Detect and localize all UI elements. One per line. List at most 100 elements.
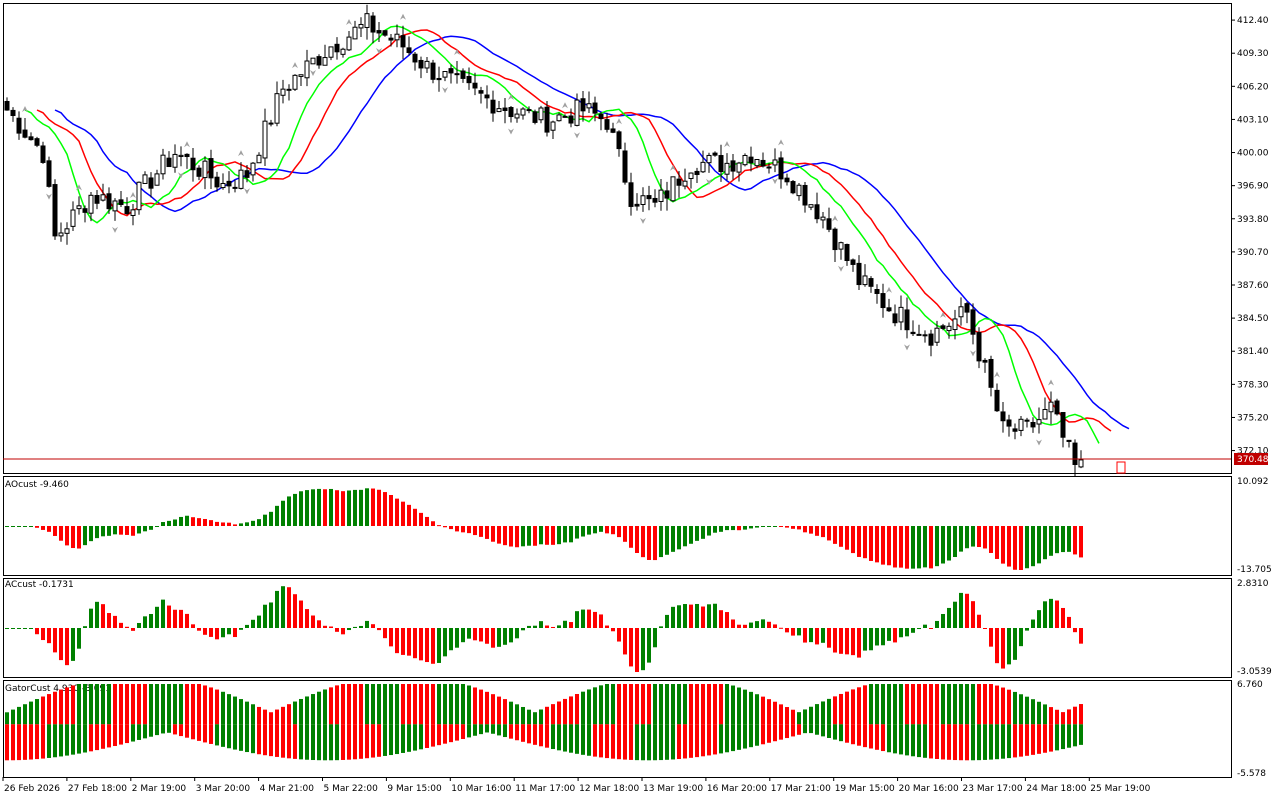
ac-bar — [275, 590, 279, 628]
gator-upper-bar — [149, 684, 153, 725]
gator-lower-bar — [545, 724, 549, 748]
ac-bar — [359, 625, 363, 628]
gator-panel[interactable]: GatorCust 4.930 -3.091 6.760 -5.578 — [5, 680, 1266, 779]
gator-lower-bar — [521, 724, 525, 742]
ac-bar — [1043, 601, 1047, 628]
gator-upper-bar — [653, 684, 657, 725]
panel-frame — [3, 476, 1232, 576]
gator-lower-bar — [431, 724, 435, 747]
gator-upper-bar — [323, 689, 327, 725]
gator-lower-bar — [191, 724, 195, 740]
ao-bar — [209, 520, 213, 526]
ao-bar — [803, 526, 807, 533]
gator-upper-bar — [179, 684, 183, 725]
price-tick-label: 396.90 — [1237, 182, 1269, 192]
alligator-teeth-line — [36, 29, 1112, 432]
candle-body — [496, 108, 502, 113]
ao-panel[interactable]: AOcust -9.460 10.092 -13.705 — [5, 477, 1272, 575]
candle-body — [1054, 400, 1060, 415]
gator-upper-bar — [743, 689, 747, 725]
gator-upper-bar — [65, 687, 69, 725]
gator-lower-bar — [353, 724, 357, 760]
fractal-up-marker — [886, 286, 892, 293]
ao-bar — [1037, 526, 1041, 564]
price-tick-label: 390.70 — [1237, 248, 1269, 258]
ac-bar — [461, 628, 465, 643]
gator-lower-bar — [971, 724, 975, 761]
ao-bar — [1067, 526, 1071, 552]
gator-upper-bar — [581, 691, 585, 725]
ac-bar — [581, 609, 585, 628]
candle-body — [388, 37, 394, 41]
candle-body — [304, 60, 310, 79]
gator-upper-bar — [401, 684, 405, 725]
ao-bar — [53, 526, 57, 536]
candle-body — [184, 153, 190, 158]
ac-bar — [227, 628, 231, 635]
ac-bar — [881, 628, 885, 646]
candle-body — [868, 278, 874, 287]
candle-body — [820, 216, 826, 221]
gator-lower-bar — [917, 724, 921, 758]
gator-lower-bar — [677, 724, 681, 760]
candle-body — [94, 195, 100, 204]
gator-lower-bar — [419, 724, 423, 750]
fractal-up-marker — [346, 19, 352, 26]
ac-bar — [101, 604, 105, 628]
price-panel[interactable] — [3, 4, 1231, 477]
price-tick-label: 384.50 — [1237, 314, 1269, 324]
ao-bar — [239, 523, 243, 526]
gator-lower-bar — [317, 724, 321, 761]
gator-upper-bar — [83, 684, 87, 725]
ac-bar — [395, 628, 399, 654]
gator-upper-bar — [515, 704, 519, 725]
gator-lower-bar — [629, 724, 633, 760]
gator-upper-bar — [959, 684, 963, 725]
ao-bar — [911, 526, 915, 569]
price-tick-label: 381.40 — [1237, 347, 1269, 357]
gator-lower-bar — [425, 724, 429, 748]
ao-bar — [653, 526, 657, 561]
candle-body — [766, 166, 772, 169]
ao-bar — [275, 505, 279, 526]
ac-bar — [1019, 628, 1023, 647]
gator-upper-bar — [95, 684, 99, 725]
gator-lower-bar — [341, 724, 345, 760]
candle-body — [28, 136, 34, 141]
ao-bar — [827, 526, 831, 541]
gator-lower-bar — [785, 724, 789, 739]
gator-lower-bar — [479, 724, 483, 735]
ac-bar — [251, 619, 255, 628]
ac-bar — [929, 628, 933, 629]
ac-bar — [755, 621, 759, 628]
candle-body — [796, 184, 802, 197]
gator-upper-bar — [1001, 687, 1005, 725]
price-tick-label: 406.20 — [1237, 82, 1269, 92]
price-tick-label: 412.40 — [1237, 16, 1269, 26]
gator-lower-bar — [131, 724, 135, 742]
gator-upper-bar — [215, 689, 219, 725]
fractal-up-marker — [1048, 379, 1054, 386]
gator-upper-bar — [863, 685, 867, 725]
candle-body — [742, 154, 748, 166]
gator-lower-bar — [227, 724, 231, 749]
gator-label: GatorCust 4.930 -3.091 — [5, 684, 111, 694]
time-axis: 26 Feb 2026 27 Feb 18:00 2 Mar 19:00 3 Mar … — [2, 777, 1151, 794]
gator-lower-bar — [239, 724, 243, 751]
fractal-up-marker — [508, 94, 514, 101]
candle-body — [952, 318, 958, 331]
candlesticks — [4, 4, 1084, 477]
ac-bar — [851, 628, 855, 656]
ao-bar — [317, 488, 321, 526]
time-tick-label: 23 Mar 17:00 — [963, 784, 1023, 794]
ao-bar — [545, 526, 549, 545]
ao-bar — [1025, 526, 1029, 569]
gator-lower-bar — [395, 724, 399, 755]
ac-panel[interactable]: ACcust -0.1731 2.8310 -3.0539 — [5, 579, 1272, 677]
gator-lower-bar — [941, 724, 945, 760]
ao-bar — [677, 526, 681, 550]
gator-lower-bar — [839, 724, 843, 742]
ao-bar — [701, 526, 705, 539]
gator-upper-bar — [509, 701, 513, 725]
